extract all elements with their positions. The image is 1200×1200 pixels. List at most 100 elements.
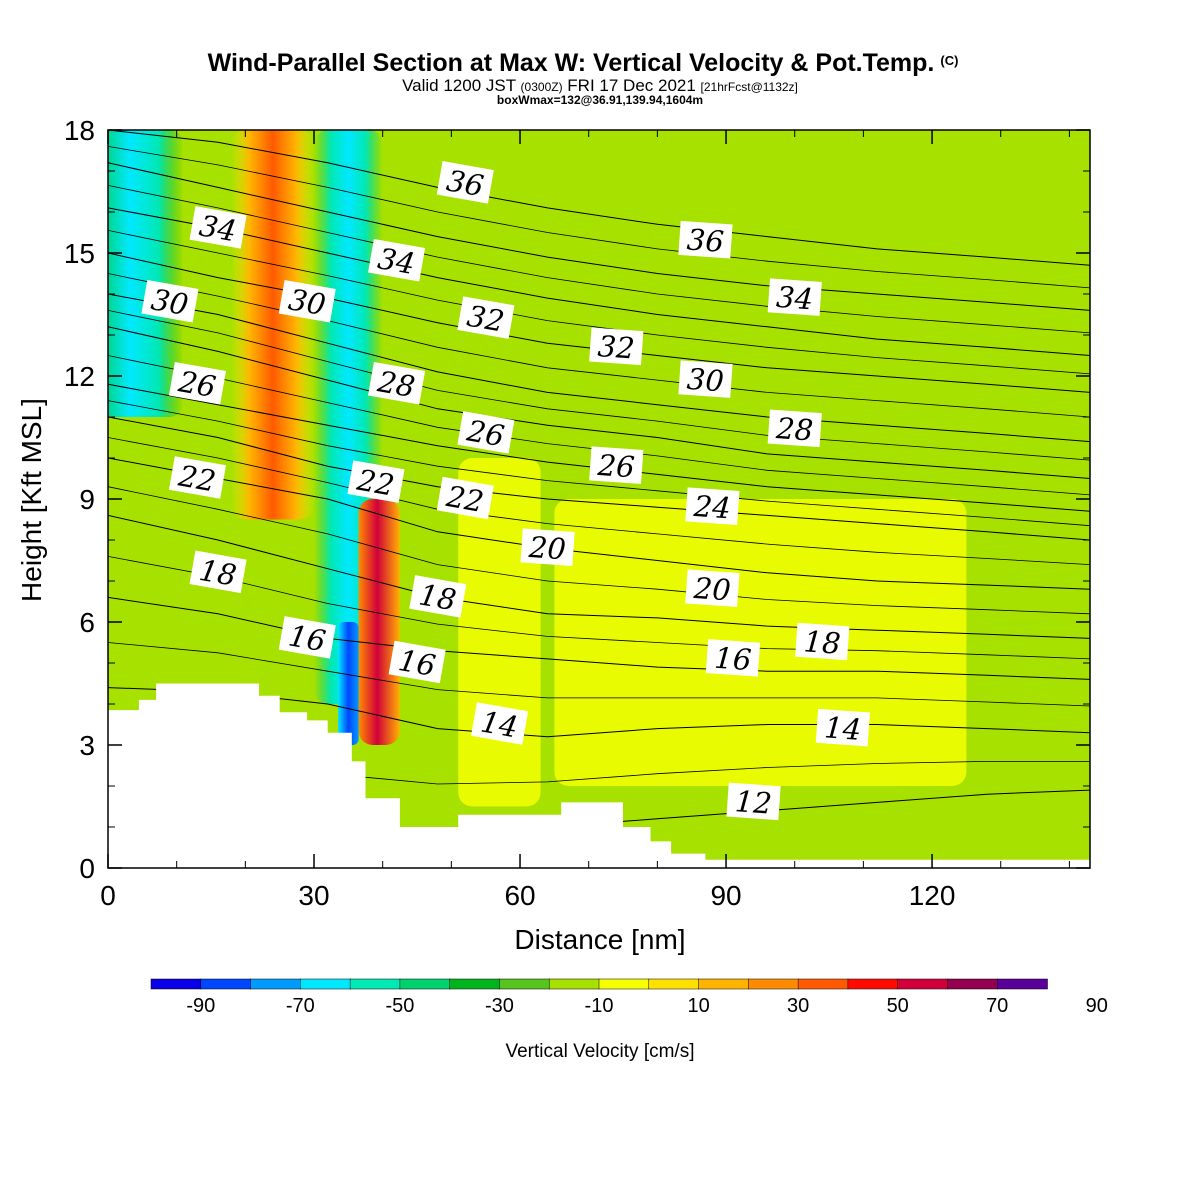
theta-label-18-8: 18 — [795, 622, 850, 661]
theta-label-16-4: 16 — [388, 640, 446, 684]
colorbar-swatch — [847, 978, 899, 990]
colorbar-swatch — [499, 978, 550, 990]
theta-contour-20 — [108, 457, 1090, 590]
theta-contour-27 — [108, 310, 1090, 461]
theta-label-text: 14 — [823, 710, 862, 746]
theta-contour-22 — [108, 416, 1090, 541]
theta-contour-15 — [108, 642, 1090, 707]
theta-label-30-21: 30 — [278, 279, 336, 323]
colorbar-tick-label: 70 — [986, 995, 1008, 1017]
x-tick-label: 120 — [909, 880, 956, 911]
colorbar-swatch — [996, 978, 1048, 990]
chart-subtitle-forecast: [21hrFcst@1132z] — [701, 80, 798, 94]
theta-label-text: 36 — [686, 222, 725, 258]
y-tick-label: 15 — [64, 238, 95, 269]
theta-contour-19 — [108, 486, 1090, 615]
theta-label-text: 36 — [444, 163, 486, 203]
velocity-band-downdraft-core — [338, 622, 359, 745]
x-tick-label: 30 — [298, 880, 329, 911]
chart-subtitle-utc: (0300Z) — [521, 80, 563, 94]
theta-label-22-12: 22 — [347, 460, 405, 503]
theta-label-16-5: 16 — [705, 639, 761, 677]
velocity-band-downdraft-strip-5 — [108, 130, 184, 417]
colorbar-tick-label: -10 — [585, 995, 614, 1017]
theta-label-30-22: 30 — [678, 360, 733, 398]
theta-label-text: 22 — [443, 479, 486, 519]
colorbar-tick-label: -30 — [485, 995, 514, 1017]
colorbar-label: Vertical Velocity [cm/s] — [505, 1041, 694, 1062]
theta-label-26-15: 26 — [168, 361, 227, 405]
theta-label-text: 32 — [597, 329, 636, 365]
theta-label-14-1: 14 — [471, 702, 529, 745]
theta-label-34-26: 34 — [368, 238, 426, 282]
theta-label-text: 16 — [713, 641, 752, 677]
theta-label-20-9: 20 — [520, 528, 575, 567]
colorbar-swatch — [598, 978, 650, 990]
velocity-band-broad-rise-95 — [554, 499, 967, 786]
theta-contour-32 — [108, 207, 1090, 356]
chart-title-mark: (C) — [940, 53, 958, 68]
theta-label-14-2: 14 — [815, 708, 870, 747]
theta-contour-36 — [108, 130, 1090, 266]
theta-label-32-23: 32 — [457, 296, 515, 339]
velocity-band-updraft-core-40 — [358, 499, 400, 745]
theta-label-text: 24 — [692, 489, 732, 526]
theta-contour-33 — [108, 185, 1090, 334]
colorbar: -90 -70 -50 -30 -10 10 30 50 70 90 — [150, 978, 1108, 1017]
colorbar-tick-label: 90 — [1086, 995, 1108, 1017]
chart-title-text: Wind-Parallel Section at Max W: Vertical… — [208, 49, 935, 77]
x-tick-label: 90 — [710, 880, 741, 911]
theta-label-text: 32 — [465, 299, 507, 339]
y-tick-label: 6 — [79, 607, 95, 638]
theta-contour-28 — [108, 293, 1090, 443]
theta-contour-17 — [108, 556, 1090, 660]
y-tick-label: 3 — [79, 730, 95, 761]
theta-contour-31 — [108, 230, 1090, 375]
theta-label-text: 28 — [774, 411, 814, 448]
theta-label-text: 20 — [527, 530, 567, 567]
chart-subtitle: Valid 1200 JST (0300Z) FRI 17 Dec 2021 [… — [402, 76, 798, 95]
theta-label-32-24: 32 — [589, 327, 644, 366]
theta-contour-21 — [108, 437, 1090, 565]
chart-subtitle-box: boxWmax=132@36.91,139.94,1604m — [497, 93, 703, 107]
theta-label-28-19: 28 — [767, 409, 822, 448]
y-axis-label: Height [Kft MSL] — [16, 398, 47, 602]
theta-label-text: 26 — [464, 413, 507, 453]
theta-label-text: 34 — [197, 208, 239, 248]
theta-contour-18 — [108, 514, 1090, 639]
theta-label-36-29: 36 — [678, 220, 733, 259]
colorbar-tick-label: -90 — [186, 995, 215, 1017]
theta-label-text: 30 — [286, 282, 328, 322]
theta-label-28-18: 28 — [368, 361, 426, 405]
theta-label-text: 34 — [775, 280, 814, 316]
theta-label-18-6: 18 — [189, 550, 247, 594]
theta-label-30-20: 30 — [141, 279, 199, 323]
chart-subtitle-valid: Valid 1200 JST — [402, 76, 520, 95]
theta-label-text: 22 — [175, 458, 218, 498]
colorbar-swatch — [797, 978, 849, 990]
colorbar-tick-label: -70 — [286, 995, 315, 1017]
theta-label-34-25: 34 — [189, 206, 247, 249]
colorbar-swatch — [399, 978, 451, 990]
theta-label-text: 30 — [686, 362, 725, 398]
theta-label-20-10: 20 — [685, 569, 740, 607]
theta-label-text: 18 — [416, 577, 458, 617]
colorbar-tick-label: 10 — [687, 995, 709, 1017]
theta-label-text: 16 — [286, 618, 328, 658]
theta-label-26-17: 26 — [589, 446, 644, 484]
colorbar-swatch — [449, 978, 501, 990]
colorbar-swatch — [897, 978, 949, 990]
colorbar-swatch — [698, 978, 750, 990]
theta-label-16-3: 16 — [278, 616, 336, 659]
theta-contour-29 — [108, 273, 1090, 418]
theta-label-text: 12 — [734, 784, 773, 820]
theta-label-18-7: 18 — [409, 575, 467, 618]
theta-label-12-0: 12 — [726, 782, 781, 821]
theta-contour-labels: 12 14 14 16 16 16 18 18 18 20 20 22 22 22 24 26 26 26 28 28… — [141, 161, 870, 821]
chart-title: Wind-Parallel Section at Max W: Vertical… — [208, 49, 959, 77]
chart-subtitle-date: FRI 17 Dec 2021 — [563, 76, 701, 95]
theta-contour-35 — [108, 146, 1090, 289]
colorbar-swatch — [250, 978, 302, 990]
theta-label-36-28: 36 — [436, 161, 494, 204]
